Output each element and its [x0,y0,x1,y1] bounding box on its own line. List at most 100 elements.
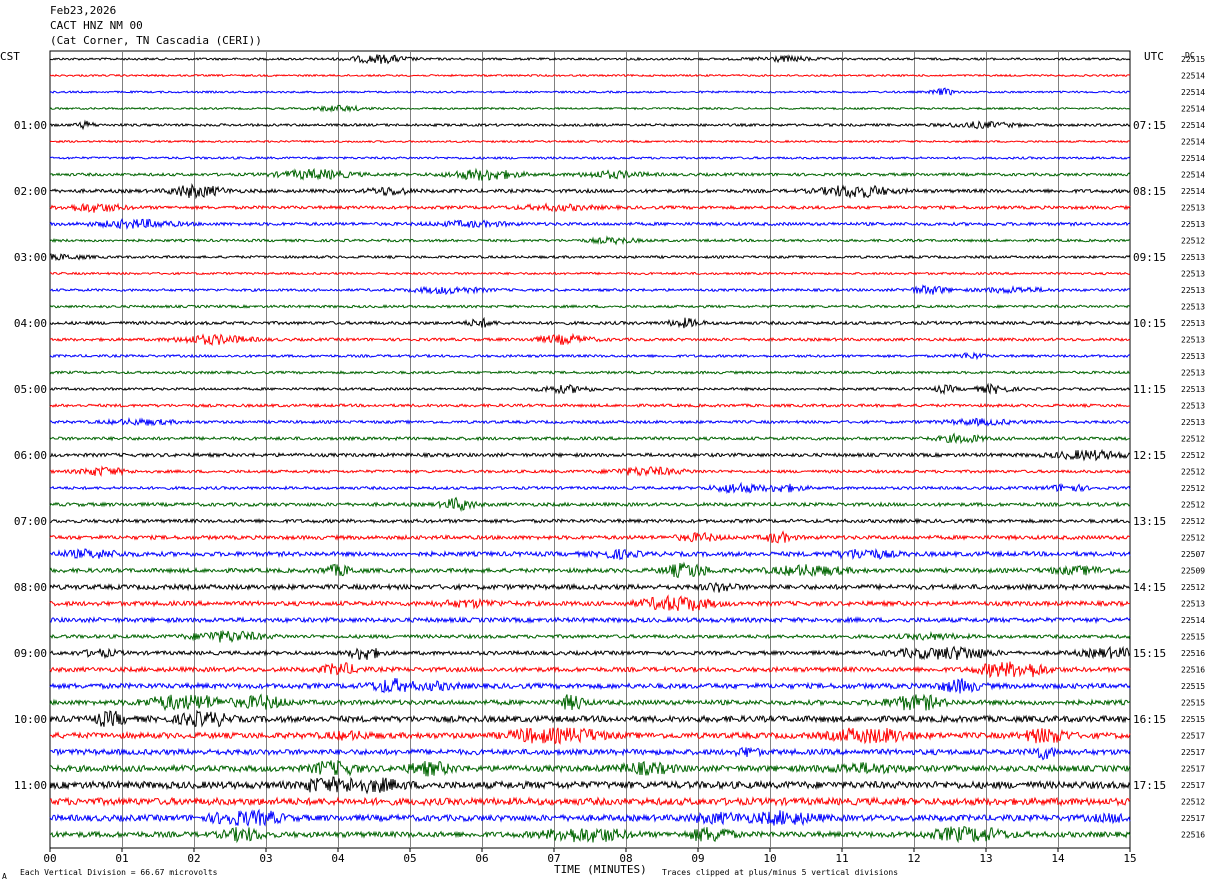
left-hour-label: 10:00 [14,713,47,726]
seismic-trace [49,645,1131,661]
dc-value: 22514 [1181,138,1205,147]
seismic-trace [49,202,1131,213]
dc-value: 22512 [1181,468,1205,477]
left-hour-label: 03:00 [14,251,47,264]
left-hour-label: 09:00 [14,647,47,660]
seismic-trace [49,332,1131,347]
seismic-trace [49,167,1131,181]
dc-value: 22515 [1181,682,1205,691]
seismic-trace [49,594,1131,612]
dc-value: 22512 [1181,798,1205,807]
seismic-trace [49,727,1131,745]
dc-value: 22507 [1181,550,1205,559]
right-hour-label: 07:15 [1133,119,1166,132]
dc-value: 22513 [1181,303,1205,312]
x-tick-label: 03 [259,852,272,865]
seismic-trace [49,496,1131,513]
x-tick-label: 11 [835,852,848,865]
x-tick-label: 07 [547,852,560,865]
dc-value: 22509 [1181,567,1205,576]
corner-mark: A [2,872,7,881]
x-tick-label: 00 [43,852,56,865]
dc-value: 22513 [1181,418,1205,427]
dc-value: 22513 [1181,385,1205,394]
x-tick-label: 06 [475,852,488,865]
dc-value: 22515 [1181,55,1205,64]
dc-value: 22514 [1181,88,1205,97]
seismic-trace [49,746,1131,761]
seismic-trace [49,155,1131,161]
x-tick-label: 13 [979,852,992,865]
right-hour-label: 13:15 [1133,515,1166,528]
dc-value: 22513 [1181,600,1205,609]
seismic-trace [50,517,1131,525]
left-hour-labels: 01:00 02:00 03:00 04:00 05:00 06:00 07:00 08:00… [14,119,47,792]
dc-value: 22513 [1181,286,1205,295]
seismic-trace [49,218,1131,230]
seismic-trace [49,615,1131,625]
seismic-trace [49,432,1131,445]
dc-value: 22516 [1181,831,1205,840]
dc-value: 22512 [1181,451,1205,460]
right-hour-labels: 07:15 08:15 09:15 10:15 11:15 12:15 13:15 14:15… [1133,119,1166,792]
dc-value: 22514 [1181,187,1205,196]
dc-value: 22512 [1181,435,1205,444]
seismic-trace [49,271,1131,276]
x-tick-label: 04 [331,852,345,865]
x-tick-labels: 00 01 02 03 04 05 06 07 08 09 10 11 12 13 14 15 [43,852,1136,865]
seismic-trace [49,139,1131,144]
seismic-trace [49,548,1131,561]
right-hour-label: 17:15 [1133,779,1166,792]
dc-header: DC [1185,51,1195,60]
seismic-trace [49,351,1131,361]
left-timezone-label: CST [0,50,20,63]
x-tick-label: 08 [619,852,632,865]
left-hour-label: 01:00 [14,119,47,132]
dc-value: 22514 [1181,121,1205,130]
seismic-trace [49,709,1131,728]
right-hour-label: 15:15 [1133,647,1166,660]
seismic-trace [49,253,1131,262]
station-label: CACT HNZ NM 00 [50,19,143,32]
x-tick-label: 09 [691,852,704,865]
left-hour-label: 04:00 [14,317,47,330]
seismic-trace [49,316,1131,329]
plot-frame [49,50,1131,849]
dc-value: 22514 [1181,171,1205,180]
seismic-trace [49,678,1131,694]
dc-value: 22515 [1181,715,1205,724]
dc-value: 22517 [1181,814,1205,823]
seismic-trace [49,481,1131,495]
seismic-trace [49,416,1131,428]
dc-value: 22513 [1181,402,1205,411]
seismic-trace [50,759,1131,777]
dc-value: 22514 [1181,105,1205,114]
seismic-trace [49,776,1131,795]
dc-value: 22513 [1181,352,1205,361]
left-hour-label: 07:00 [14,515,47,528]
seismic-trace [49,382,1131,396]
dc-value: 22514 [1181,72,1205,81]
dc-value: 22514 [1181,616,1205,625]
left-hour-label: 08:00 [14,581,47,594]
dc-value: 22516 [1181,649,1205,658]
dc-value: 22515 [1181,633,1205,642]
seismic-trace [49,73,1131,78]
right-hour-label: 12:15 [1133,449,1166,462]
dc-value: 22513 [1181,220,1205,229]
seismic-trace [49,119,1131,131]
x-tick-label: 14 [1051,852,1065,865]
x-tick-label: 01 [115,852,128,865]
left-hour-label: 11:00 [14,779,47,792]
dc-value: 22512 [1181,534,1205,543]
x-tick-label: 15 [1123,852,1136,865]
dc-value: 22514 [1181,154,1205,163]
left-hour-label: 06:00 [14,449,47,462]
seismic-trace [49,581,1131,593]
seismic-trace [49,465,1131,477]
right-timezone-label: UTC [1144,50,1164,63]
seismic-trace [49,87,1131,96]
plot-grid [49,50,1131,852]
seismic-trace [49,561,1131,579]
